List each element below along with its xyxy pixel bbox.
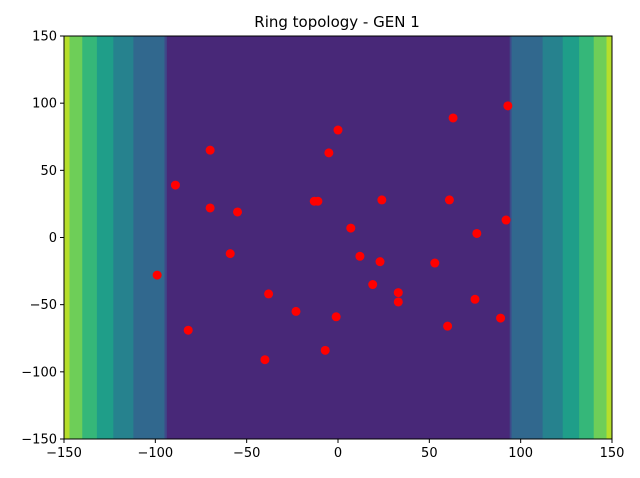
contour-band xyxy=(133,36,165,439)
y-tick-label: 50 xyxy=(40,164,57,179)
x-tick-label: 150 xyxy=(600,446,625,461)
data-point xyxy=(470,294,480,304)
contour-band xyxy=(96,36,114,439)
data-point xyxy=(324,148,334,158)
x-tick-label: −100 xyxy=(137,446,173,461)
y-tick-label: −150 xyxy=(21,433,57,448)
data-point xyxy=(393,297,403,307)
contour-band xyxy=(511,36,544,439)
data-point xyxy=(205,145,215,155)
data-point xyxy=(313,196,323,206)
data-point xyxy=(368,280,378,290)
data-point xyxy=(472,228,482,238)
data-point xyxy=(355,251,365,261)
data-point xyxy=(260,355,270,365)
contour-band xyxy=(164,36,167,439)
data-point xyxy=(233,207,243,217)
data-point xyxy=(333,125,343,135)
contour-band xyxy=(82,36,98,439)
data-point xyxy=(430,258,440,268)
data-point xyxy=(448,113,458,123)
x-tick-label: 0 xyxy=(334,446,342,461)
data-point xyxy=(346,223,356,233)
contour-band xyxy=(509,36,513,439)
contour-band xyxy=(64,36,70,439)
y-tick-label: 0 xyxy=(49,231,57,246)
data-point xyxy=(205,203,215,213)
contour-background xyxy=(64,36,613,439)
chart-title: Ring topology - GEN 1 xyxy=(254,13,419,31)
y-tick-label: 100 xyxy=(32,97,57,112)
data-point xyxy=(170,180,180,190)
contour-band xyxy=(593,36,608,439)
x-tick-label: 100 xyxy=(508,446,533,461)
data-point xyxy=(264,289,274,299)
contour-band xyxy=(579,36,595,439)
data-point xyxy=(444,195,454,205)
y-tick-label: 150 xyxy=(32,30,57,45)
contour-band xyxy=(606,36,613,439)
data-point xyxy=(183,325,193,335)
data-point xyxy=(225,249,235,259)
contour-band xyxy=(113,36,134,439)
contour-band xyxy=(562,36,580,439)
data-point xyxy=(291,306,301,316)
y-tick-label: −100 xyxy=(21,365,57,380)
data-point xyxy=(320,345,330,355)
data-point xyxy=(443,321,453,331)
data-point xyxy=(375,257,385,267)
data-point xyxy=(503,101,513,111)
y-tick-label: −50 xyxy=(30,298,57,313)
x-tick-label: −150 xyxy=(46,446,82,461)
data-point xyxy=(331,312,341,322)
scatter-points xyxy=(152,101,513,365)
data-point xyxy=(393,288,403,298)
data-point xyxy=(152,270,162,280)
x-axis: −150 −100 −50 0 50 100 150 xyxy=(46,439,624,461)
data-point xyxy=(501,215,511,225)
x-tick-label: 50 xyxy=(421,446,438,461)
contour-band xyxy=(69,36,83,439)
contour-band xyxy=(542,36,564,439)
data-point xyxy=(496,313,506,323)
x-tick-label: −50 xyxy=(233,446,260,461)
y-axis: −150 −100 −50 0 50 100 150 xyxy=(21,30,64,448)
data-point xyxy=(377,195,387,205)
